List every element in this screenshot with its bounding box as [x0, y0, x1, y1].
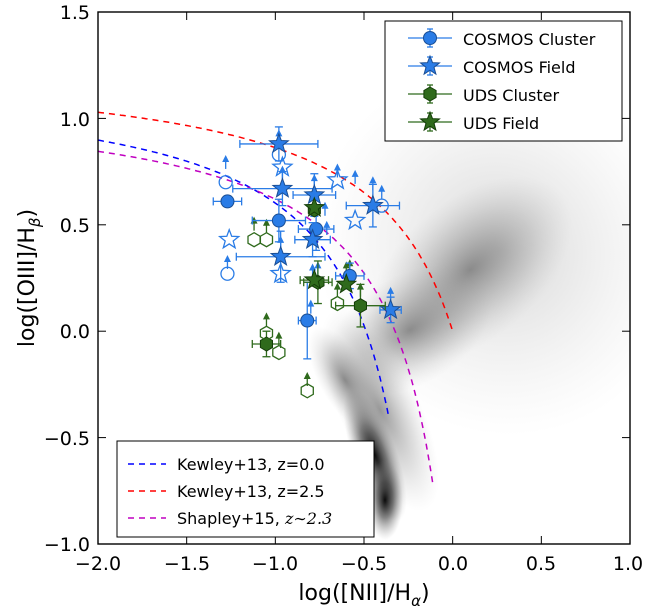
data-point-series-1: [269, 261, 292, 284]
data-point-series-1: [379, 298, 402, 320]
upper-limit-arrowhead: [387, 286, 395, 294]
legend-line-label: Kewley+13, z=0.0: [177, 455, 325, 474]
y-tick-label: 0.5: [60, 215, 90, 237]
legend-entry-label: UDS Field: [463, 114, 539, 133]
upper-limit-arrowhead: [321, 201, 329, 209]
upper-limit-arrowhead: [275, 331, 283, 339]
legend-entry-label: UDS Cluster: [463, 86, 559, 105]
upper-limit-arrowhead: [222, 154, 230, 162]
y-tick-label: −0.5: [44, 428, 90, 450]
upper-limit-arrowhead: [303, 372, 311, 380]
x-tick-label: −1.0: [252, 553, 298, 575]
data-point-series-0: [218, 175, 233, 190]
data-point-series-1: [217, 227, 241, 250]
upper-limit-arrowhead: [223, 254, 231, 262]
data-point-series-1: [343, 208, 367, 231]
x-axis-title: log([NII]/Hα): [298, 581, 429, 609]
x-tick-labels: −2.0 −1.5 −1.0 −0.5 0.0 0.5 1.0: [75, 553, 643, 575]
x-tick-label: −2.0: [75, 553, 121, 575]
data-point-series-2: [330, 295, 345, 312]
upper-limit-arrowhead: [278, 165, 286, 173]
y-tick-labels: −1.0 −0.5 0.0 0.5 1.0 1.5: [44, 2, 90, 556]
y-tick-label: −1.0: [44, 534, 90, 556]
data-point-series-1: [362, 194, 384, 215]
legend-lines-box: [116, 440, 375, 538]
data-point-series-2: [247, 231, 261, 248]
upper-limit-arrowhead: [333, 163, 341, 171]
data-point-series-2: [259, 336, 273, 352]
y-tick-label: 1.5: [60, 2, 90, 24]
model-curve-0: [98, 139, 390, 418]
data-point-series-2: [300, 383, 314, 399]
legend-line-label: Shapley+15, z∼2.3: [177, 509, 332, 528]
legend-marker-2: [423, 86, 437, 102]
data-point-series-1: [271, 177, 294, 198]
data-point-series-1: [268, 132, 290, 154]
x-tick-label: 1.0: [613, 553, 643, 575]
upper-limit-arrowhead: [333, 282, 341, 290]
y-axis-title: log([OIII]/Hβ): [15, 209, 44, 347]
data-point-series-2: [272, 344, 286, 361]
upper-limit-arrowhead: [351, 169, 359, 177]
data-point-series-2: [353, 298, 367, 314]
legend-samples-markers: [408, 28, 452, 132]
upper-limit-arrowhead: [369, 176, 377, 184]
upper-limit-arrowhead: [262, 312, 270, 320]
data-point-series-3: [303, 268, 326, 290]
data-point-series-1: [271, 155, 294, 177]
data-point-series-2: [259, 325, 274, 342]
points-layer: [212, 126, 402, 399]
y-tick-label: 0.0: [60, 321, 90, 343]
legend-entry-label: COSMOS Cluster: [463, 30, 596, 49]
data-point-series-2: [259, 231, 274, 248]
data-point-series-1: [301, 228, 324, 249]
x-tick-label: −0.5: [341, 553, 387, 575]
upper-limit-arrowhead: [307, 299, 315, 307]
density-background: [308, 64, 630, 540]
upper-limit-arrowhead: [323, 220, 331, 228]
x-tick-label: 0.0: [438, 553, 468, 575]
data-point-series-0: [220, 266, 235, 281]
legend-lines: Kewley+13, z=0.0 Kewley+13, z=2.5 Shaple…: [116, 440, 375, 538]
legend-marker-0: [423, 31, 437, 45]
data-point-series-1: [326, 168, 349, 190]
upper-limit-arrowhead: [378, 184, 386, 192]
data-point-series-1: [269, 245, 292, 266]
model-curve-2: [98, 150, 434, 487]
y-tick-label: 1.0: [60, 109, 90, 131]
upper-limit-arrowhead: [262, 218, 270, 226]
data-point-series-0: [300, 313, 315, 328]
data-point-series-0: [271, 213, 286, 228]
legend-entry-label: COSMOS Field: [463, 58, 576, 77]
upper-limit-arrowhead: [342, 261, 350, 269]
legend-marker-1: [419, 54, 441, 76]
data-point-series-0: [220, 194, 235, 209]
legend-samples: COSMOS Cluster COSMOS Field UDS Cluster …: [384, 20, 623, 142]
data-point-series-3: [303, 196, 326, 218]
x-tick-label: 0.5: [526, 553, 556, 575]
legend-marker-3: [419, 110, 441, 132]
legend-line-label: Kewley+13, z=2.5: [177, 482, 325, 501]
data-point-series-3: [335, 272, 358, 294]
x-tick-label: −1.5: [164, 553, 210, 575]
upper-limit-arrowhead: [309, 263, 317, 271]
